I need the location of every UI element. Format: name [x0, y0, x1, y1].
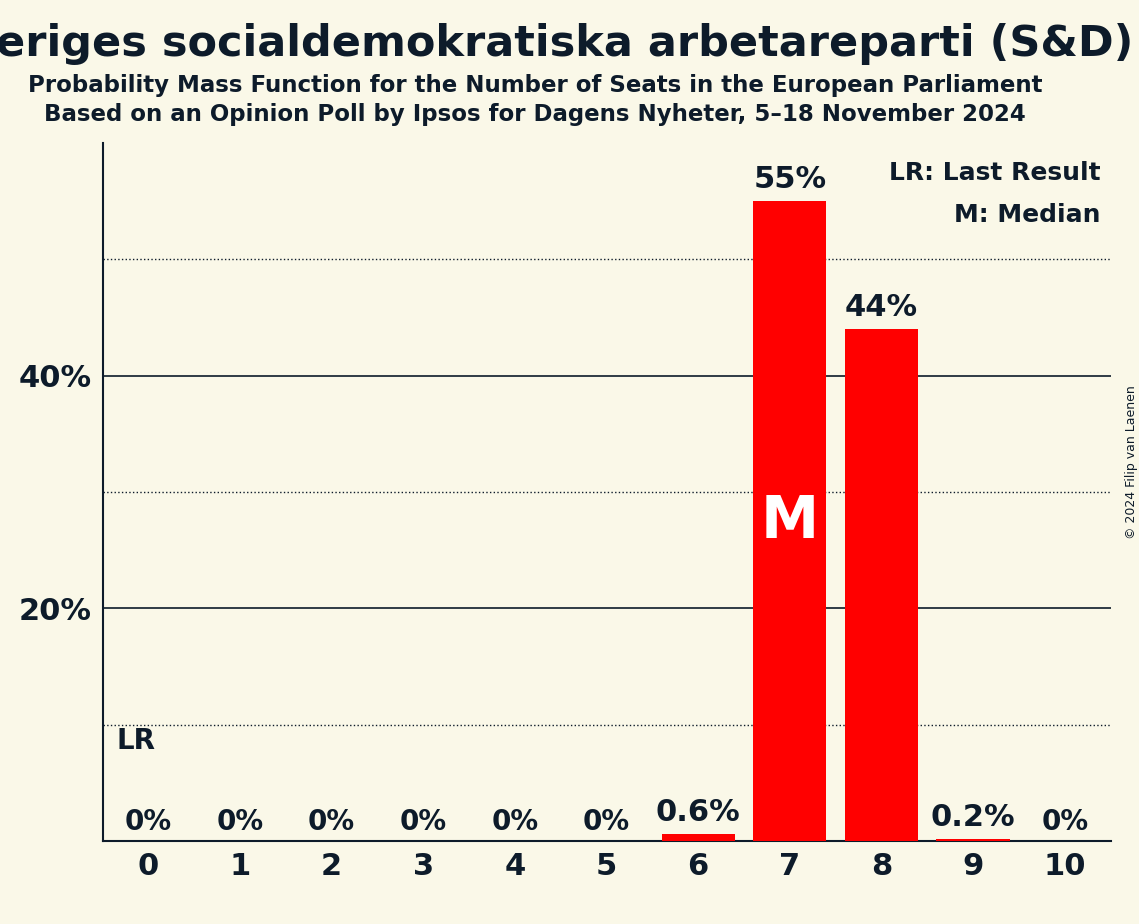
Text: 0%: 0% [216, 808, 263, 836]
Bar [936, 838, 1009, 841]
Text: 0%: 0% [491, 808, 539, 836]
Text: Based on an Opinion Poll by Ipsos for Dagens Nyheter, 5–18 November 2024: Based on an Opinion Poll by Ipsos for Da… [44, 103, 1026, 127]
Text: 55%: 55% [753, 165, 827, 194]
Text: © 2024 Filip van Laenen: © 2024 Filip van Laenen [1124, 385, 1138, 539]
Text: M: M [761, 492, 819, 550]
Text: M: Median: M: Median [954, 202, 1100, 226]
Text: LR: Last Result: LR: Last Result [888, 161, 1100, 185]
Text: Probability Mass Function for the Number of Seats in the European Parliament: Probability Mass Function for the Number… [28, 74, 1042, 97]
Text: 0%: 0% [400, 808, 446, 836]
Text: 0%: 0% [308, 808, 355, 836]
Text: 0%: 0% [583, 808, 630, 836]
Bar [662, 833, 735, 841]
Text: 0.2%: 0.2% [931, 803, 1015, 832]
Text: 44%: 44% [845, 293, 918, 322]
Bar [753, 201, 827, 841]
Text: 0%: 0% [1041, 808, 1088, 836]
Text: 0.6%: 0.6% [656, 798, 740, 827]
Bar [845, 329, 918, 841]
Text: 0%: 0% [125, 808, 172, 836]
Text: Sveriges socialdemokratiska arbetareparti (S&D): Sveriges socialdemokratiska arbetarepart… [0, 23, 1133, 65]
Text: LR: LR [116, 727, 155, 755]
